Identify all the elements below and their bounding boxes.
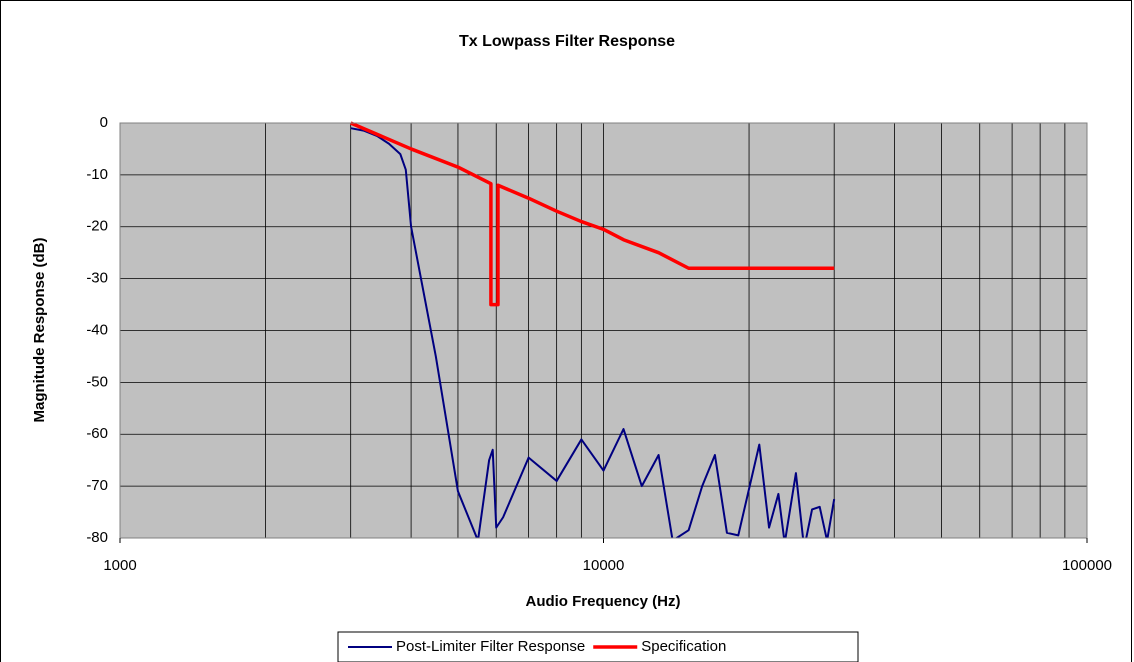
y-tick-label: -20 [86,218,108,235]
y-tick-label: -60 [86,425,108,442]
y-tick-label: -30 [86,270,108,287]
y-tick-label: -50 [86,373,108,390]
y-tick-label: -10 [86,166,108,183]
x-tick-label: 100000 [1062,557,1112,574]
x-axis-label: Audio Frequency (Hz) [525,593,680,610]
y-axis-label: Magnitude Response (dB) [31,237,48,422]
x-tick-label: 1000 [103,557,136,574]
y-tick-label: -80 [86,529,108,546]
chart-title: Tx Lowpass Filter Response [459,33,675,50]
series-line [349,121,835,307]
y-tick-label: -70 [86,477,108,494]
legend-label: Post-Limiter Filter Response [396,638,585,655]
series-line [350,127,836,538]
y-tick-label: 0 [100,114,108,131]
x-tick-label: 10000 [583,557,625,574]
y-tick-label: -40 [86,321,108,338]
legend-label: Specification [641,638,726,655]
